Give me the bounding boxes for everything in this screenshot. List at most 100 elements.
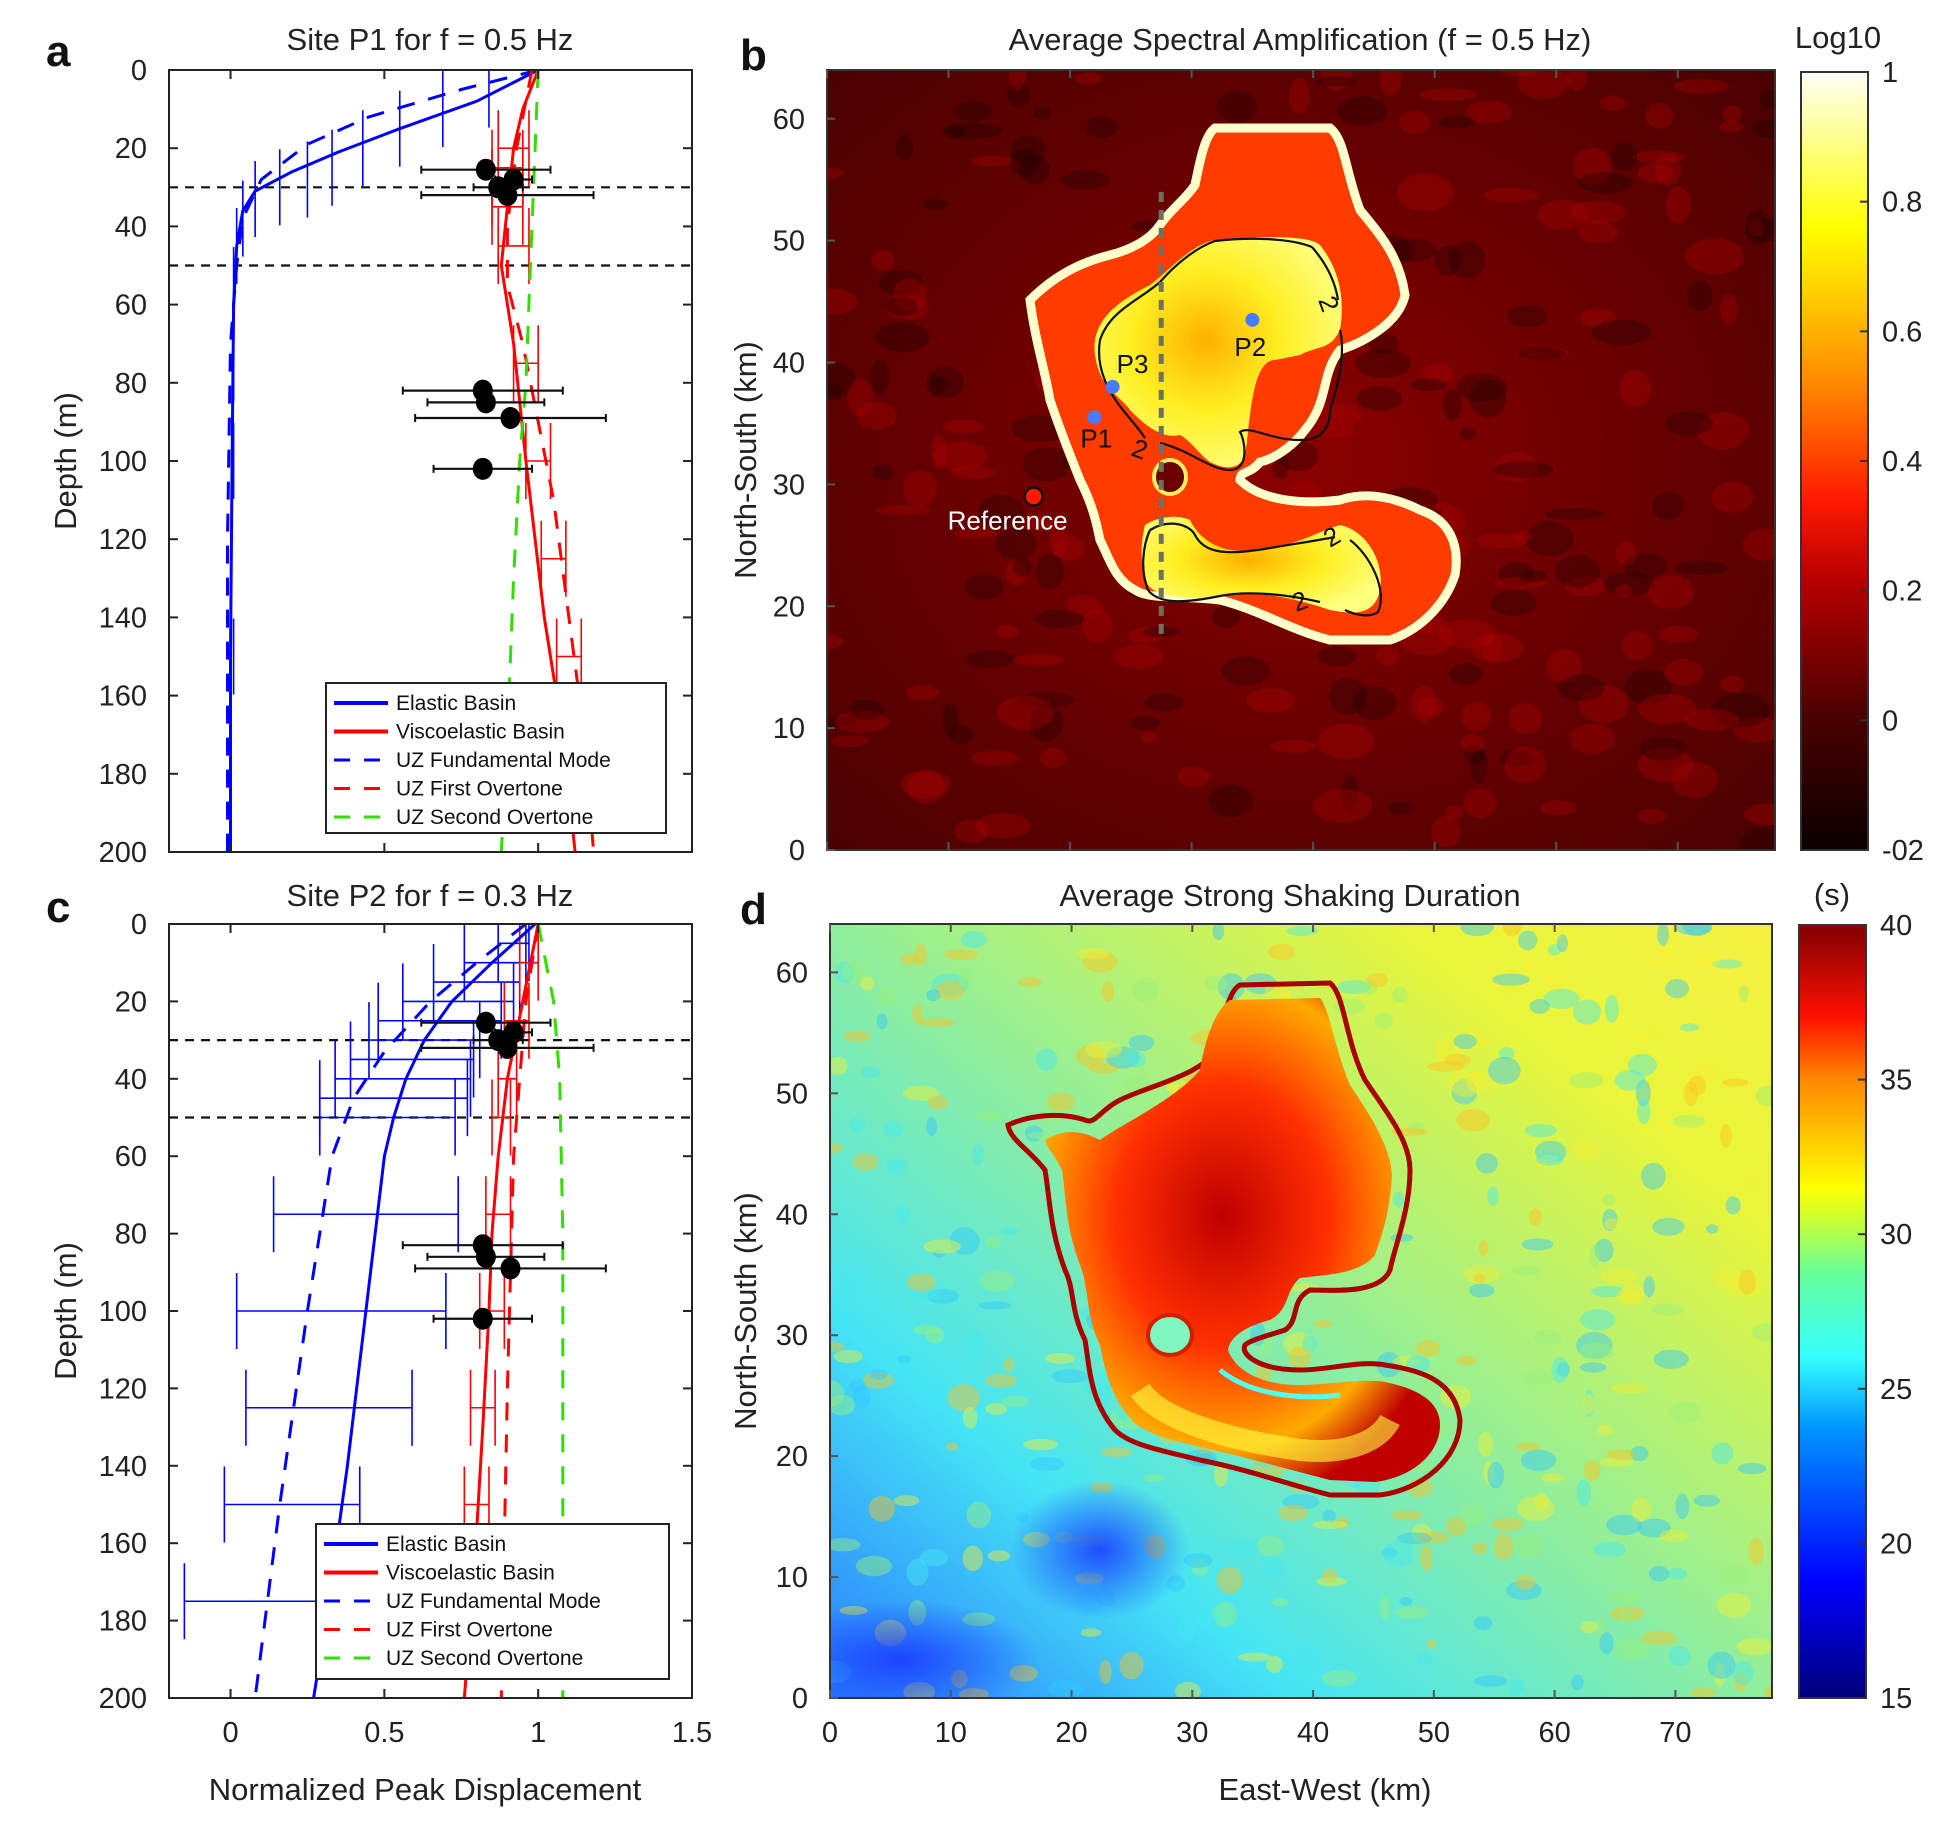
panel-b-axes-box — [826, 69, 1776, 851]
texture-blob — [1672, 1114, 1705, 1128]
panel-d-heatmap — [830, 924, 1772, 1698]
texture-blob — [897, 1355, 912, 1364]
legend-label: UZ Fundamental Mode — [396, 749, 611, 772]
texture-blob — [1630, 1445, 1649, 1462]
texture-blob — [1175, 1681, 1201, 1698]
texture-blob — [1493, 452, 1539, 483]
texture-blob — [878, 269, 924, 296]
texture-blob — [955, 101, 993, 122]
texture-blob — [1595, 1617, 1606, 1641]
texture-blob — [1736, 1638, 1772, 1656]
texture-blob — [1565, 576, 1607, 597]
colorbar-tick-label: 35 — [1880, 1065, 1912, 1097]
texture-blob — [1719, 1564, 1749, 1586]
panel-c-legend: Elastic Basin Viscoelastic Basin UZ Fundam… — [315, 1523, 670, 1680]
texture-blob — [1681, 924, 1713, 937]
texture-blob — [1665, 411, 1713, 436]
ytick-label: 20 — [776, 1441, 808, 1473]
panel-d-low-region-2 — [830, 1600, 1040, 1698]
ytick-label: 40 — [773, 348, 805, 380]
observation-marker — [475, 1011, 496, 1034]
legend-label: Viscoelastic Basin — [396, 721, 565, 744]
texture-blob — [1466, 1069, 1499, 1094]
texture-blob — [1606, 1514, 1643, 1536]
texture-blob — [1668, 1646, 1691, 1667]
texture-blob — [1597, 1424, 1614, 1436]
panel-b-ticks: 0 10 20 30 40 50 60 — [773, 70, 1679, 867]
texture-blob — [1499, 70, 1539, 76]
texture-blob — [1608, 1590, 1645, 1605]
texture-blob — [1647, 575, 1694, 609]
texture-blob — [1226, 1539, 1262, 1556]
texture-blob — [1627, 1054, 1657, 1077]
texture-blob — [1584, 1389, 1595, 1418]
texture-blob — [1379, 1596, 1391, 1620]
texture-blob — [923, 1239, 962, 1254]
texture-blob — [1640, 1630, 1678, 1646]
texture-blob — [1085, 116, 1118, 139]
ytick-label: 120 — [99, 524, 147, 556]
texture-blob — [1012, 653, 1065, 666]
texture-blob — [1637, 1518, 1671, 1538]
panel-b: b Average Spectral Amplification (f = 0.… — [728, 20, 1924, 867]
texture-blob — [1529, 999, 1550, 1014]
texture-blob — [1335, 1516, 1349, 1529]
texture-blob — [1615, 583, 1633, 598]
texture-blob — [1318, 723, 1375, 760]
texture-blob — [1602, 1208, 1618, 1232]
texture-blob — [1221, 656, 1271, 686]
texture-blob — [830, 1341, 845, 1352]
texture-blob — [830, 1394, 856, 1416]
texture-blob — [933, 440, 988, 471]
colorbar-b — [1800, 71, 1869, 851]
panel-b-contour-lower — [1142, 522, 1382, 617]
texture-blob — [1000, 1227, 1019, 1236]
texture-blob — [1500, 749, 1534, 767]
texture-blob — [1636, 1099, 1651, 1125]
panel-c-xlabel: Normalized Peak Displacement — [209, 1772, 642, 1807]
texture-blob — [968, 1330, 985, 1358]
texture-blob — [1738, 985, 1750, 1002]
panel-d-ylabel: North-South (km) — [728, 1192, 763, 1430]
texture-blob — [1421, 363, 1454, 385]
texture-blob — [1640, 1162, 1666, 1190]
site-marker-p2 — [1245, 312, 1260, 327]
texture-blob — [1722, 1078, 1749, 1087]
texture-blob — [1667, 1567, 1688, 1580]
texture-blob — [1368, 332, 1399, 354]
texture-blob — [1075, 948, 1110, 960]
texture-blob — [1127, 627, 1162, 644]
texture-blob — [1580, 1308, 1616, 1331]
texture-blob — [1288, 1346, 1311, 1368]
texture-blob — [1535, 1153, 1565, 1166]
texture-blob — [1534, 1492, 1549, 1511]
texture-blob — [1576, 1478, 1592, 1507]
texture-blob — [1719, 121, 1744, 133]
texture-blob — [1012, 558, 1033, 577]
texture-blob — [1166, 1082, 1178, 1094]
observation-marker — [475, 158, 496, 181]
texture-blob — [1270, 739, 1317, 753]
texture-blob — [1512, 530, 1533, 542]
panel-c-plot-area — [169, 924, 692, 1698]
texture-blob — [1668, 1401, 1702, 1424]
texture-blob — [966, 1501, 992, 1529]
texture-blob — [1443, 1053, 1472, 1066]
observation-point — [420, 158, 552, 181]
ytick-label: 0 — [131, 55, 147, 87]
panel-d-texture — [830, 924, 1772, 1698]
texture-blob — [1314, 1319, 1333, 1329]
texture-blob — [1266, 1655, 1283, 1673]
texture-blob — [1463, 787, 1497, 818]
texture-blob — [1665, 186, 1691, 224]
texture-blob — [966, 650, 1016, 668]
texture-blob — [1512, 1532, 1543, 1560]
texture-blob — [1632, 150, 1685, 163]
ytick-label: 80 — [115, 368, 147, 400]
texture-blob — [1473, 1273, 1485, 1283]
legend-label: UZ First Overtone — [396, 778, 563, 801]
texture-blob — [1517, 70, 1570, 99]
observation-marker — [475, 391, 496, 414]
texture-blob — [1752, 1322, 1772, 1343]
texture-blob — [1416, 696, 1444, 718]
